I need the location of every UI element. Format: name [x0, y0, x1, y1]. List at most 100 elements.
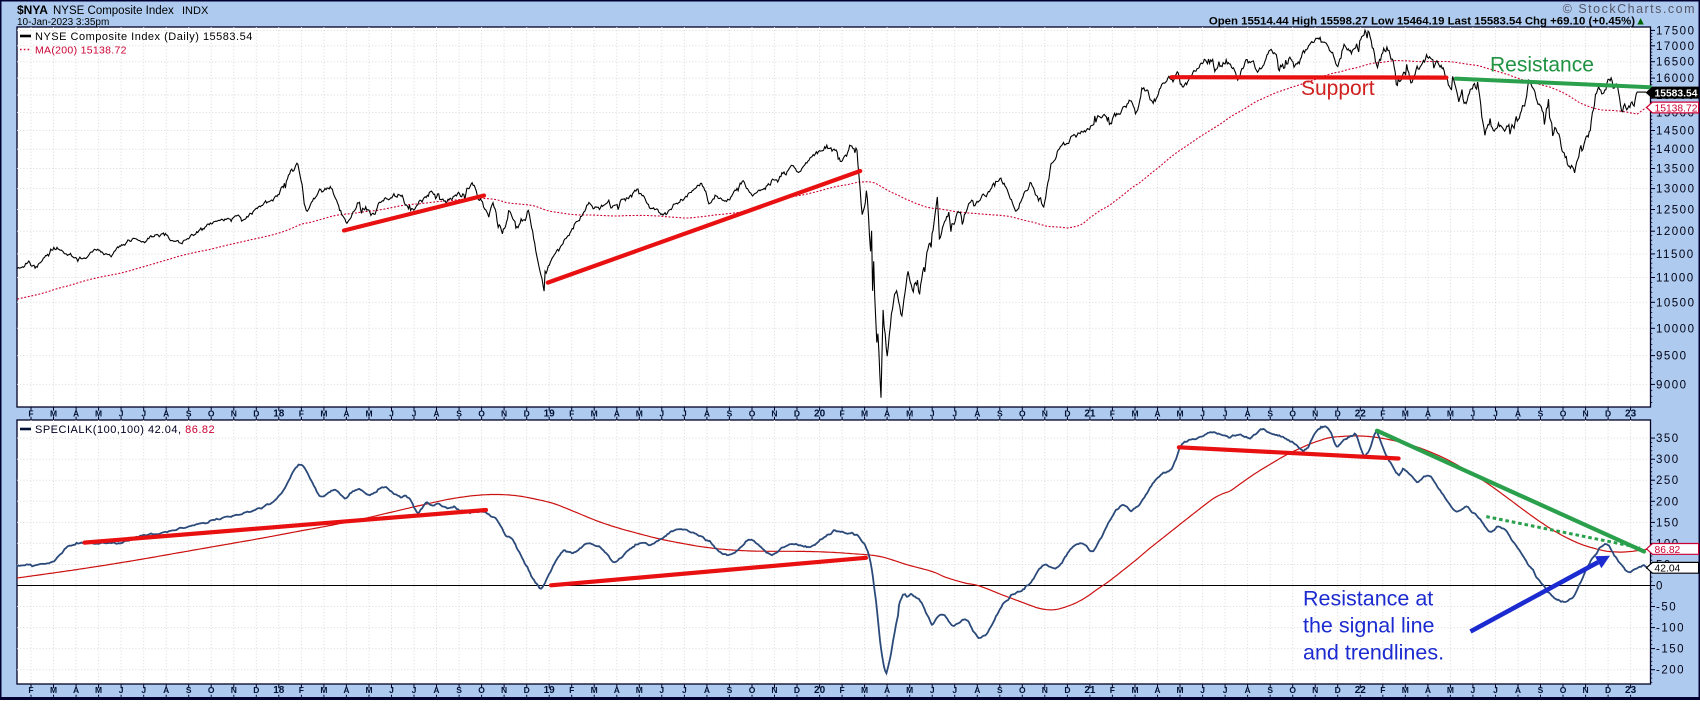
svg-text:D: D: [1064, 685, 1070, 695]
svg-text:S: S: [186, 685, 192, 695]
svg-text:23: 23: [1625, 685, 1637, 696]
svg-text:D: D: [524, 409, 530, 419]
svg-text:A: A: [163, 409, 169, 419]
svg-text:S: S: [456, 409, 462, 419]
svg-text:N: N: [1583, 685, 1589, 695]
svg-text:Resistance: Resistance: [1490, 54, 1594, 77]
svg-text:18: 18: [273, 409, 285, 420]
svg-text:F: F: [569, 409, 574, 419]
svg-text:D: D: [1064, 409, 1070, 419]
svg-text:J: J: [412, 685, 417, 695]
svg-text:A: A: [433, 409, 439, 419]
svg-text:250: 250: [1656, 475, 1680, 487]
svg-text:9500: 9500: [1656, 351, 1688, 363]
svg-text:O: O: [1289, 409, 1296, 419]
svg-text:0: 0: [1656, 581, 1664, 593]
svg-text:D: D: [253, 409, 259, 419]
svg-text:F: F: [299, 685, 304, 695]
svg-text:19: 19: [544, 685, 556, 696]
svg-text:14500: 14500: [1656, 126, 1695, 138]
svg-text:O: O: [208, 409, 215, 419]
svg-text:M: M: [95, 409, 102, 419]
svg-text:M: M: [636, 409, 643, 419]
svg-text:M: M: [1176, 409, 1183, 419]
svg-text:20: 20: [814, 409, 826, 420]
svg-text:NYSE Composite Index: NYSE Composite Index: [53, 5, 174, 17]
svg-text:J: J: [412, 409, 417, 419]
svg-text:16000: 16000: [1656, 73, 1695, 85]
svg-text:SPECIALK(100,100) 42.04, 86.82: SPECIALK(100,100) 42.04, 86.82: [35, 424, 215, 436]
svg-text:22: 22: [1355, 409, 1367, 420]
svg-text:M: M: [861, 685, 868, 695]
svg-text:J: J: [1493, 409, 1498, 419]
svg-text:M: M: [861, 409, 868, 419]
svg-text:J: J: [141, 685, 146, 695]
svg-text:J: J: [659, 685, 664, 695]
svg-text:A: A: [73, 685, 79, 695]
svg-text:J: J: [952, 685, 957, 695]
svg-text:10500: 10500: [1656, 297, 1695, 309]
svg-text:23: 23: [1625, 409, 1637, 420]
svg-text:O: O: [1019, 685, 1026, 695]
svg-text:N: N: [771, 685, 777, 695]
svg-text:N: N: [1312, 685, 1318, 695]
svg-text:10-Jan-2023 3:35pm: 10-Jan-2023 3:35pm: [17, 17, 109, 28]
svg-text:J: J: [119, 409, 124, 419]
svg-text:D: D: [1335, 685, 1341, 695]
svg-text:D: D: [524, 685, 530, 695]
svg-text:NYSE Composite Index (Daily) 1: NYSE Composite Index (Daily) 15583.54: [35, 31, 253, 43]
svg-text:MA(200) 15138.72: MA(200) 15138.72: [35, 45, 127, 57]
svg-text:N: N: [771, 409, 777, 419]
svg-text:the signal line: the signal line: [1303, 614, 1434, 638]
svg-text:M: M: [365, 685, 372, 695]
svg-text:18: 18: [273, 685, 285, 696]
svg-text:N: N: [231, 409, 237, 419]
svg-text:INDX: INDX: [182, 5, 209, 17]
svg-text:F: F: [28, 409, 33, 419]
svg-text:F: F: [839, 685, 844, 695]
svg-text:S: S: [997, 409, 1003, 419]
svg-text:15138.72: 15138.72: [1655, 103, 1698, 114]
svg-text:11000: 11000: [1656, 273, 1695, 285]
svg-text:A: A: [1515, 409, 1521, 419]
svg-text:21: 21: [1084, 685, 1096, 696]
svg-text:J: J: [389, 685, 394, 695]
svg-text:M: M: [95, 685, 102, 695]
svg-text:12000: 12000: [1656, 226, 1695, 238]
svg-text:M: M: [1131, 685, 1138, 695]
svg-text:M: M: [320, 685, 327, 695]
svg-text:F: F: [1110, 409, 1115, 419]
svg-text:O: O: [478, 685, 485, 695]
svg-text:N: N: [501, 685, 507, 695]
svg-text:M: M: [1402, 685, 1409, 695]
svg-text:F: F: [1380, 409, 1385, 419]
svg-text:N: N: [1312, 409, 1318, 419]
svg-text:J: J: [389, 409, 394, 419]
svg-text:S: S: [727, 685, 733, 695]
svg-text:F: F: [839, 409, 844, 419]
svg-text:-100: -100: [1656, 623, 1685, 635]
svg-text:J: J: [682, 409, 687, 419]
svg-text:O: O: [478, 409, 485, 419]
svg-text:O: O: [1560, 409, 1567, 419]
svg-text:M: M: [1447, 409, 1454, 419]
svg-text:J: J: [952, 409, 957, 419]
svg-text:J: J: [119, 685, 124, 695]
svg-text:-150: -150: [1656, 644, 1685, 656]
svg-text:O: O: [208, 685, 215, 695]
svg-text:13500: 13500: [1656, 164, 1695, 176]
svg-text:A: A: [433, 685, 439, 695]
svg-text:O: O: [749, 409, 756, 419]
svg-text:J: J: [141, 409, 146, 419]
svg-text:M: M: [636, 685, 643, 695]
svg-text:A: A: [974, 685, 980, 695]
svg-text:M: M: [365, 409, 372, 419]
svg-text:S: S: [1538, 409, 1544, 419]
svg-text:O: O: [1289, 685, 1296, 695]
svg-text:16500: 16500: [1656, 57, 1695, 69]
svg-text:© StockCharts.com: © StockCharts.com: [1563, 2, 1696, 16]
svg-text:N: N: [501, 409, 507, 419]
svg-text:86.82: 86.82: [1655, 545, 1681, 556]
svg-text:N: N: [1042, 409, 1048, 419]
svg-text:A: A: [884, 409, 890, 419]
